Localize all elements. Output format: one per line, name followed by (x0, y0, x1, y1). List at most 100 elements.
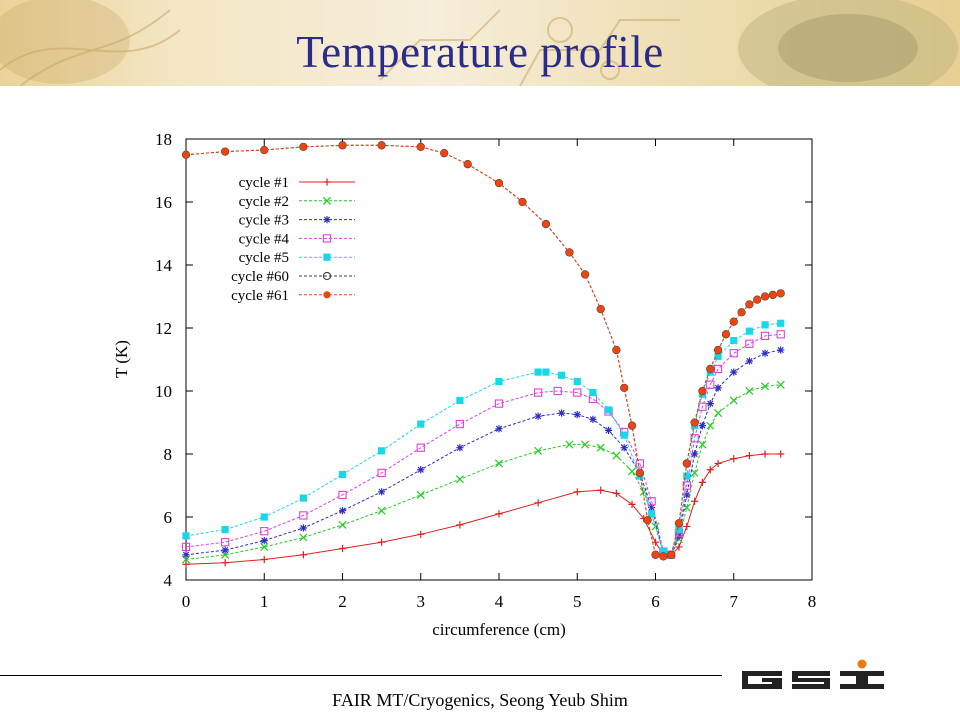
data-point (260, 555, 268, 564)
data-point (761, 349, 769, 357)
data-point (761, 321, 769, 329)
data-point (455, 419, 465, 429)
data-point (456, 396, 464, 405)
data-point (260, 513, 268, 521)
series-2 (182, 346, 785, 559)
data-point (338, 141, 347, 149)
data-point (691, 418, 699, 427)
y-tick-label: 12 (155, 319, 172, 338)
data-point (730, 368, 738, 376)
data-point (299, 143, 307, 151)
data-point (647, 510, 656, 518)
data-point (683, 491, 691, 499)
data-point (698, 478, 707, 486)
data-point (456, 521, 464, 529)
data-point (495, 510, 503, 518)
data-point (589, 388, 597, 397)
data-point (761, 382, 770, 391)
data-point (777, 319, 785, 327)
x-tick-label: 8 (808, 592, 817, 611)
data-point (220, 538, 230, 547)
data-point (181, 542, 191, 552)
data-point (639, 487, 648, 496)
data-point (683, 472, 691, 480)
y-tick-label: 4 (164, 571, 173, 590)
data-point (761, 292, 769, 301)
data-point (534, 446, 543, 455)
data-point (706, 400, 714, 408)
data-point (628, 467, 637, 476)
data-point (378, 538, 386, 546)
series-1 (181, 380, 785, 564)
data-point (260, 542, 269, 551)
data-point (565, 248, 574, 256)
legend-label: cycle #61 (231, 288, 289, 304)
data-point (534, 368, 542, 376)
data-point (604, 426, 613, 434)
data-point (713, 364, 723, 374)
x-tick-label: 3 (417, 592, 426, 611)
data-point (542, 368, 550, 376)
slide-title: Temperature profile (296, 27, 664, 77)
y-axis-label: T (K) (112, 340, 131, 378)
x-tick-label: 0 (182, 592, 191, 611)
series-line (185, 333, 781, 556)
x-tick-label: 4 (495, 592, 504, 611)
legend: cycle #1 cycle #2 cycle #3 cycle #4 cycle #5… (231, 175, 355, 304)
data-point (745, 327, 753, 335)
data-point (675, 519, 683, 527)
data-point (604, 406, 613, 414)
data-point (338, 490, 347, 500)
data-point (675, 543, 683, 551)
data-point (620, 444, 628, 452)
data-point (777, 289, 785, 297)
data-point (761, 450, 769, 458)
footer-divider (0, 675, 722, 676)
logo-stroke (840, 684, 884, 689)
data-point (651, 551, 660, 559)
legend-marker (323, 291, 331, 299)
data-point (714, 352, 722, 360)
data-point (612, 489, 620, 497)
data-point (221, 148, 229, 156)
data-point (378, 141, 386, 149)
legend-label: cycle #2 (239, 194, 289, 210)
data-point (377, 468, 386, 478)
data-point (260, 537, 268, 545)
legend-marker (322, 234, 332, 243)
data-point (534, 412, 542, 420)
data-point (260, 146, 268, 154)
data-point (714, 346, 722, 354)
data-point (417, 143, 425, 151)
data-point (714, 459, 722, 468)
data-point (745, 386, 754, 396)
y-tick-label: 6 (164, 508, 173, 527)
data-point (776, 380, 785, 389)
data-point (628, 422, 636, 430)
data-point (682, 481, 691, 490)
legend-marker (323, 216, 331, 224)
data-point (553, 386, 562, 396)
data-point (573, 488, 581, 496)
legend-marker (323, 253, 331, 261)
data-point (221, 559, 229, 567)
legend-label: cycle #5 (239, 250, 289, 266)
data-point (221, 546, 229, 554)
data-point (729, 349, 738, 358)
data-point (299, 524, 307, 532)
series-layer (181, 141, 785, 568)
series-4 (182, 319, 785, 559)
data-point (777, 346, 785, 354)
data-point (494, 459, 504, 468)
data-point (456, 444, 464, 452)
data-point (494, 399, 504, 408)
data-point (558, 409, 566, 417)
x-axis-label: circumference (cm) (432, 620, 566, 639)
data-point (495, 377, 503, 386)
data-point (182, 532, 190, 540)
data-point (659, 552, 667, 560)
data-point (683, 459, 691, 468)
data-point (777, 450, 785, 458)
logo-stroke (742, 671, 748, 689)
logo-stroke (792, 671, 830, 676)
